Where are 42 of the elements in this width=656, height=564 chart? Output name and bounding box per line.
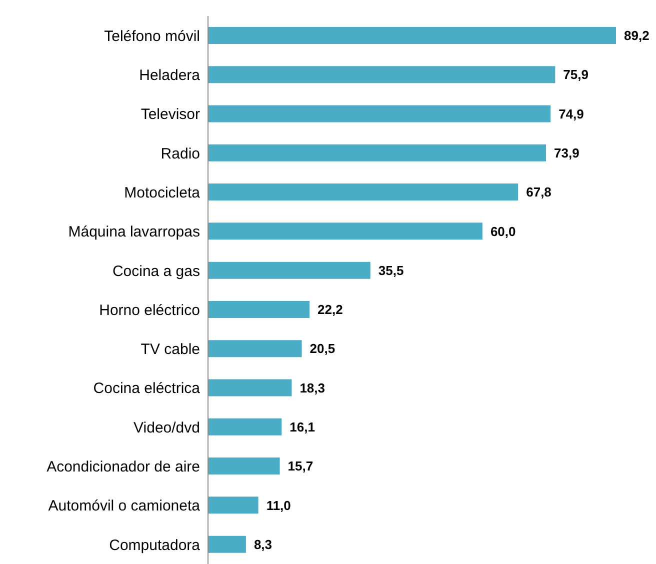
data-label: 35,5	[378, 262, 404, 278]
y-tick-label: Automóvil o camioneta	[48, 498, 201, 515]
data-label: 89,2	[624, 28, 650, 44]
bar	[208, 379, 292, 396]
y-tick-label: Radio	[160, 145, 200, 162]
data-label: 74,9	[558, 106, 584, 122]
bar	[208, 184, 518, 201]
y-tick-label: Motocicleta	[124, 184, 201, 202]
bar	[208, 66, 556, 84]
y-tick-label: Máquina lavarropas	[68, 224, 200, 241]
y-tick-label: Acondicionador de aire	[46, 458, 200, 476]
bar	[208, 262, 370, 279]
y-tick-label: Heladera	[139, 67, 201, 84]
data-label: 67,8	[526, 184, 552, 200]
data-label: 18,3	[300, 380, 326, 396]
bar	[208, 300, 310, 318]
bar	[208, 418, 282, 436]
y-tick-label: Horno eléctrico	[99, 302, 200, 319]
y-tick-label: Computadora	[109, 536, 201, 554]
data-label: 15,7	[288, 458, 314, 474]
bar	[208, 340, 302, 358]
data-label: 20,5	[310, 341, 336, 356]
y-tick-label: Cocina a gas	[112, 262, 200, 280]
bar	[208, 26, 616, 44]
data-label: 22,2	[318, 302, 343, 318]
y-tick-label: Teléfono móvil	[104, 28, 200, 45]
data-label: 11,0	[266, 498, 291, 513]
bar	[208, 144, 546, 162]
bar	[208, 458, 280, 475]
data-label: 8,3	[254, 536, 272, 552]
y-tick-label: Video/dvd	[134, 419, 200, 436]
y-tick-label: Cocina eléctrica	[93, 380, 201, 398]
y-tick-label: TV cable	[140, 341, 200, 358]
bar	[208, 536, 246, 553]
bar	[208, 496, 258, 514]
y-tick-label: Televisor	[140, 106, 200, 124]
data-label: 75,9	[563, 67, 588, 82]
data-label: 73,9	[554, 146, 580, 161]
data-label: 16,1	[290, 420, 315, 435]
bar	[208, 222, 482, 240]
bar	[208, 105, 551, 122]
data-label: 60,0	[490, 224, 516, 239]
